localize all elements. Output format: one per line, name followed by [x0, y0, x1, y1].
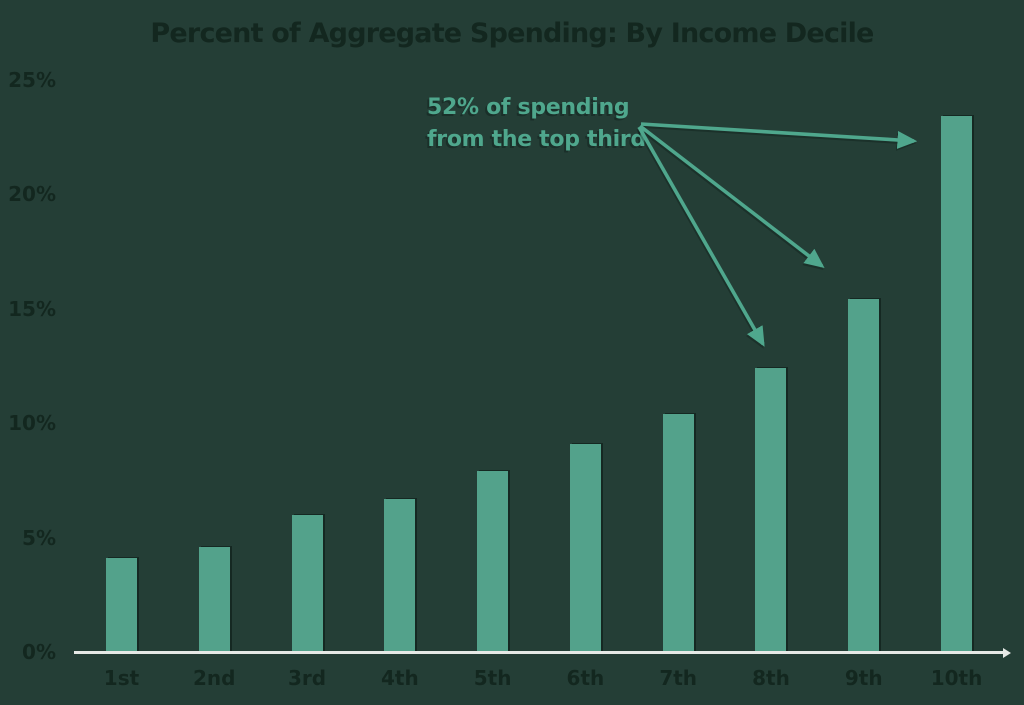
bar-3rd-decile [291, 515, 323, 652]
y-tick-label-25%: 25% [8, 67, 56, 92]
x-label-2nd: 2nd [193, 666, 236, 690]
x-label-5th: 5th [473, 666, 512, 690]
bar-2nd-decile [198, 547, 230, 652]
x-label-1st: 1st [103, 666, 140, 690]
arrow-to-10th-bar [640, 122, 918, 149]
y-tick-label-15%: 15% [8, 296, 56, 321]
x-label-6th: 6th [566, 666, 605, 690]
bar-1st-decile [106, 558, 137, 652]
x-label-9th: 9th [844, 666, 883, 690]
bar-5th-decile [477, 471, 509, 652]
x-label-10th: 10th [930, 666, 983, 690]
bar-10th-decile [941, 116, 973, 652]
bar-9th-decile [848, 299, 880, 652]
bar-7th-decile [662, 414, 694, 652]
x-axis-arrow-tip [1003, 647, 1011, 658]
y-tick-label-10%: 10% [8, 411, 56, 435]
x-label-4th: 4th [380, 666, 419, 690]
y-tick-label-20%: 20% [8, 182, 56, 206]
annotation-line-1: 52% of spending [427, 95, 630, 120]
x-label-8th: 8th [752, 666, 790, 690]
chart-title: Percent of Aggregate Spending: By Income… [150, 18, 874, 49]
x-label-3rd: 3rd [287, 666, 327, 690]
annotation-line-2: from the top third [427, 127, 646, 152]
bar-6th-decile [569, 444, 601, 652]
bar-8th-decile [755, 368, 787, 652]
annotation-label: 52% of spending from the top third [427, 92, 646, 156]
bar-4th-decile [384, 499, 416, 652]
arrow-to-8th-bar [637, 126, 765, 347]
x-label-7th: 7th [659, 666, 698, 690]
arrow-to-9th-bar [638, 124, 825, 268]
x-axis-line [74, 651, 1004, 654]
y-tick-label-0%: 0% [22, 640, 56, 664]
y-tick-label-5%: 5% [22, 525, 56, 550]
